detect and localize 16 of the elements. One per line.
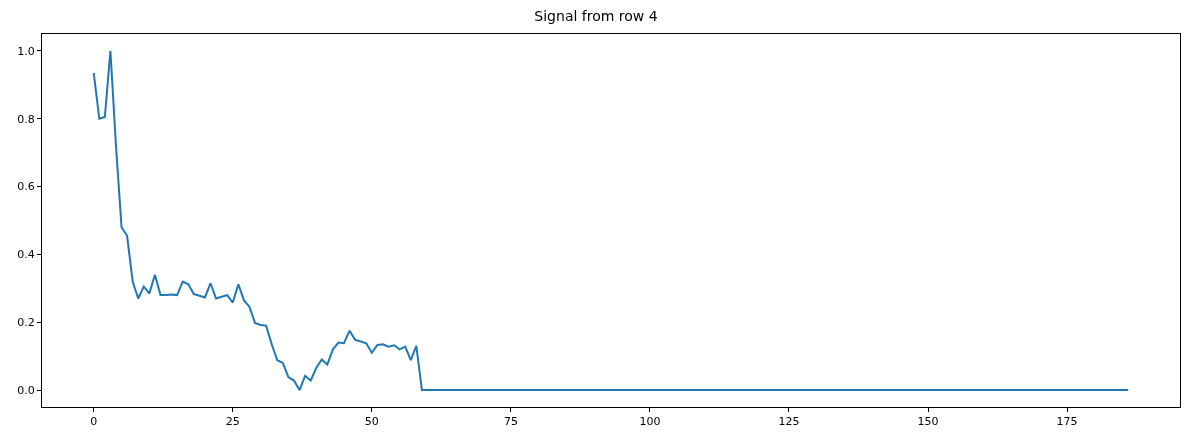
x-tick-label: 50 bbox=[364, 415, 379, 429]
x-tick-label: 175 bbox=[1056, 415, 1078, 429]
line-series bbox=[92, 49, 1130, 392]
x-tick-label: 125 bbox=[778, 415, 800, 429]
y-tick-label: 0.4 bbox=[17, 248, 35, 262]
y-tick-label: 0.8 bbox=[17, 112, 35, 126]
x-tick-label: 100 bbox=[639, 415, 661, 429]
x-tick-label: 25 bbox=[225, 415, 240, 429]
y-tick-label: 1.0 bbox=[17, 44, 35, 58]
y-tick-label: 0.0 bbox=[17, 383, 35, 397]
y-tick-label: 0.6 bbox=[17, 180, 35, 194]
x-tick-label: 0 bbox=[90, 415, 98, 429]
y-tick-label: 0.2 bbox=[17, 316, 35, 330]
chart-title: Signal from row 4 bbox=[534, 7, 658, 24]
x-tick-label: 150 bbox=[917, 415, 939, 429]
x-tick-label: 75 bbox=[503, 415, 518, 429]
